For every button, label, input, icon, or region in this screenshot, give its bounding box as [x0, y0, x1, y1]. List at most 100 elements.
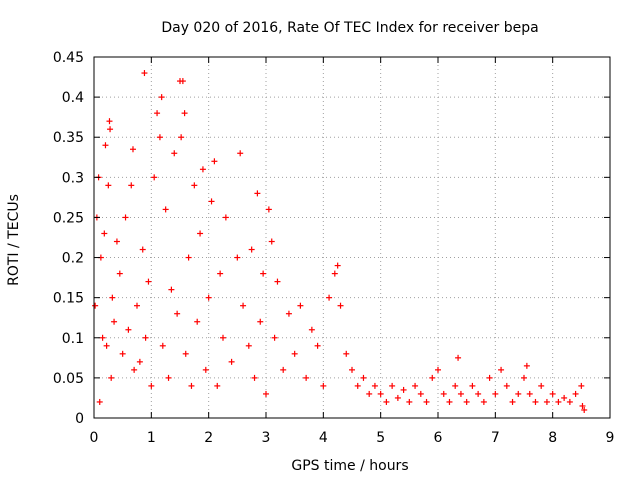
data-point [538, 382, 545, 389]
data-point [377, 390, 384, 397]
data-point [337, 302, 344, 309]
x-tick-label: 9 [606, 430, 615, 446]
y-tick-label: 0.15 [53, 291, 84, 307]
data-point [129, 146, 136, 153]
data-point [103, 342, 110, 349]
x-tick-label: 6 [434, 430, 443, 446]
data-point [145, 278, 152, 285]
grid-lines [94, 57, 610, 418]
plot-frame [93, 56, 611, 419]
y-tick-label: 0.25 [53, 210, 84, 226]
y-tick-label: 0.45 [53, 50, 84, 66]
data-point [515, 390, 522, 397]
data-point [105, 182, 112, 189]
data-point [549, 390, 556, 397]
data-point [217, 270, 224, 277]
data-point [343, 350, 350, 357]
data-point [125, 326, 132, 333]
data-point [389, 382, 396, 389]
data-point [334, 262, 341, 269]
data-point [92, 302, 99, 309]
data-point [178, 134, 185, 141]
data-point [154, 110, 161, 117]
x-tick-labels: 0 1 2 3 4 5 6 7 8 9 [90, 430, 615, 446]
data-point [526, 390, 533, 397]
data-point [162, 206, 169, 213]
data-point [202, 366, 209, 373]
data-point [417, 390, 424, 397]
data-point [469, 382, 476, 389]
data-point [148, 382, 155, 389]
data-point [174, 310, 181, 317]
data-point [492, 390, 499, 397]
x-tick-label: 3 [262, 430, 271, 446]
y-tick-label: 0.1 [62, 331, 84, 347]
data-point [463, 398, 470, 405]
x-tick-label: 1 [147, 430, 156, 446]
x-axis-label: GPS time / hours [291, 458, 408, 474]
data-point [555, 398, 562, 405]
x-tick-label: 8 [548, 430, 557, 446]
data-point [165, 374, 172, 381]
data-point [566, 398, 573, 405]
data-point [308, 326, 315, 333]
data-point [151, 174, 158, 181]
data-point [214, 382, 221, 389]
data-point [326, 294, 333, 301]
data-point [268, 238, 275, 245]
data-point [122, 214, 129, 221]
data-point [303, 374, 310, 381]
data-point [523, 362, 530, 369]
data-point [394, 394, 401, 401]
data-point [435, 366, 441, 373]
data-point [194, 318, 201, 325]
data-point [102, 142, 109, 149]
data-point [274, 278, 281, 285]
data-point [291, 350, 298, 357]
data-point [581, 406, 588, 413]
data-point [406, 398, 413, 405]
data-point [285, 310, 292, 317]
y-tick-labels: 0 0.05 0.1 0.15 0.2 0.25 0.3 0.35 0.4 0.45 [53, 50, 84, 427]
data-point [128, 182, 135, 189]
data-point [228, 358, 235, 365]
data-point [360, 374, 367, 381]
data-point [475, 390, 482, 397]
data-point [579, 402, 586, 409]
data-point [486, 374, 493, 381]
data-point [383, 398, 390, 405]
data-point [205, 294, 212, 301]
data-point [455, 354, 462, 361]
axis-ticks [93, 56, 611, 419]
data-point [134, 302, 140, 309]
data-point [572, 390, 579, 397]
data-point [354, 382, 361, 389]
data-point [168, 286, 175, 293]
data-point [111, 318, 118, 325]
data-point [254, 190, 261, 197]
data-point [141, 70, 148, 77]
data-point [96, 398, 103, 405]
data-point [314, 342, 321, 349]
x-tick-label: 0 [90, 430, 99, 446]
y-tick-label: 0 [75, 411, 84, 427]
x-tick-label: 7 [491, 430, 500, 446]
y-tick-label: 0.4 [62, 90, 84, 106]
data-point [116, 270, 123, 277]
data-point [237, 150, 244, 157]
data-point [106, 118, 113, 125]
data-point [185, 254, 192, 261]
data-point [452, 382, 459, 389]
data-point [156, 134, 163, 141]
data-point [99, 334, 106, 341]
data-point [371, 382, 378, 389]
data-point [561, 394, 568, 401]
data-point [199, 166, 206, 173]
data-point [260, 270, 267, 277]
data-point [412, 382, 419, 389]
data-point [446, 398, 453, 405]
data-point [197, 230, 204, 237]
data-point [191, 182, 198, 189]
data-point [503, 382, 510, 389]
